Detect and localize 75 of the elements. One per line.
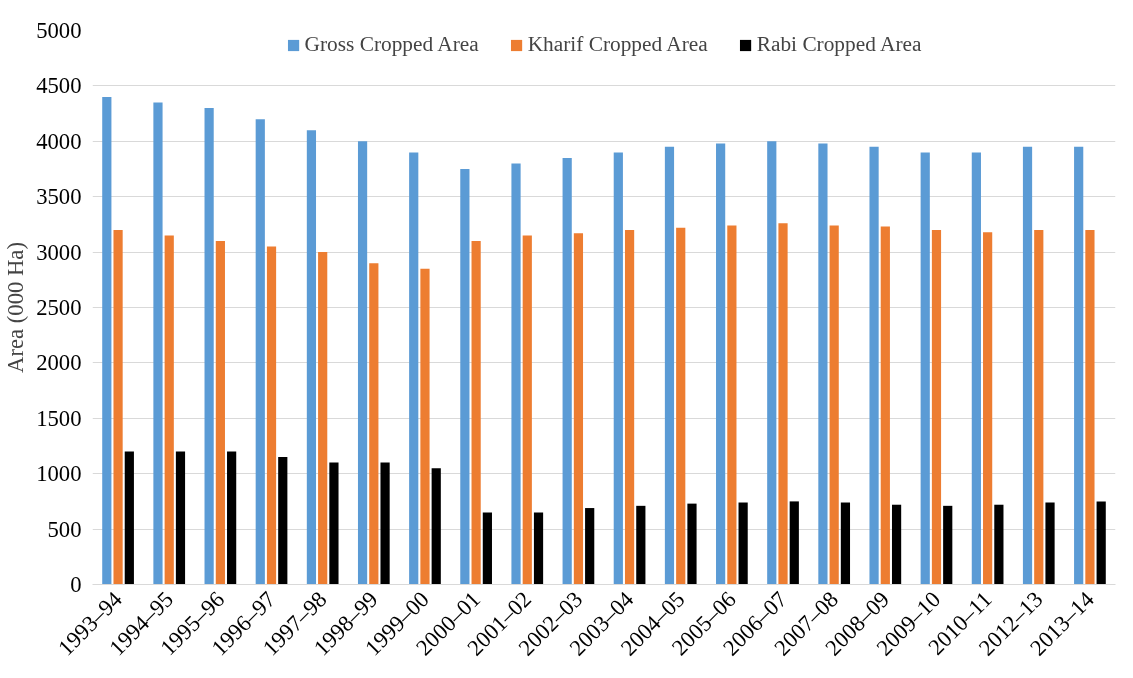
bar (215, 241, 225, 585)
bar (255, 119, 265, 585)
bar (818, 143, 828, 585)
bar (727, 225, 737, 585)
bar (227, 451, 237, 585)
bar (175, 451, 186, 585)
bar (460, 169, 470, 585)
bar (124, 451, 134, 585)
bar (329, 462, 339, 585)
bar (738, 502, 748, 585)
bar (278, 457, 288, 585)
y-tick-label: 2500 (36, 295, 82, 320)
bar (971, 152, 981, 585)
bar (829, 225, 839, 585)
bar (840, 502, 851, 585)
bar (789, 501, 799, 585)
bar (624, 229, 635, 585)
bar (533, 512, 544, 585)
bar (306, 130, 317, 585)
bar (1096, 501, 1106, 585)
bar (204, 108, 214, 585)
bar (778, 223, 788, 585)
y-tick-label: 3500 (36, 184, 82, 210)
bar (891, 504, 902, 585)
bar (687, 503, 697, 585)
y-tick-label: 4000 (36, 128, 82, 154)
bar (880, 226, 890, 585)
bar (482, 512, 492, 585)
bar (931, 229, 942, 585)
bar (716, 143, 726, 585)
bar (983, 232, 993, 585)
y-tick-label: 1500 (36, 405, 82, 431)
bar (562, 157, 572, 585)
y-tick-label: 1000 (36, 461, 82, 487)
bar (613, 152, 623, 585)
y-tick-label: 500 (47, 516, 82, 542)
bar (585, 508, 595, 585)
bar (920, 152, 930, 585)
legend-label: Kharif Cropped Area (527, 32, 708, 57)
bar (471, 241, 481, 585)
bar (380, 462, 390, 585)
bar (1034, 229, 1044, 585)
bar (318, 252, 328, 585)
bar (357, 141, 368, 585)
bar (420, 268, 430, 585)
bar (1022, 146, 1033, 585)
y-tick-label: 0 (70, 572, 82, 597)
y-tick-label: 4500 (36, 73, 82, 99)
bar (522, 235, 532, 585)
bar (431, 468, 441, 585)
bar (664, 146, 675, 585)
bar (113, 229, 123, 585)
bar (164, 235, 174, 585)
legend-label: Rabi Cropped Area (756, 32, 922, 57)
y-tick-label: 5000 (36, 18, 82, 43)
bar (1074, 146, 1084, 585)
bar (869, 146, 879, 585)
legend-label: Gross Cropped Area (304, 32, 479, 57)
bar (943, 505, 953, 585)
y-tick-label: 2000 (36, 350, 82, 376)
bar (369, 263, 379, 585)
bar (266, 246, 277, 585)
bar (676, 227, 686, 585)
y-axis-title: Area (000 Ha) (3, 242, 29, 373)
bar (573, 233, 584, 585)
bar (636, 505, 646, 585)
bar (153, 102, 163, 585)
bar (102, 96, 112, 585)
bar (994, 504, 1004, 585)
bar (767, 141, 777, 585)
bar (1085, 229, 1095, 585)
bar (1045, 502, 1055, 585)
bar (409, 152, 419, 585)
bar (511, 163, 521, 585)
y-tick-label: 3000 (36, 239, 82, 265)
